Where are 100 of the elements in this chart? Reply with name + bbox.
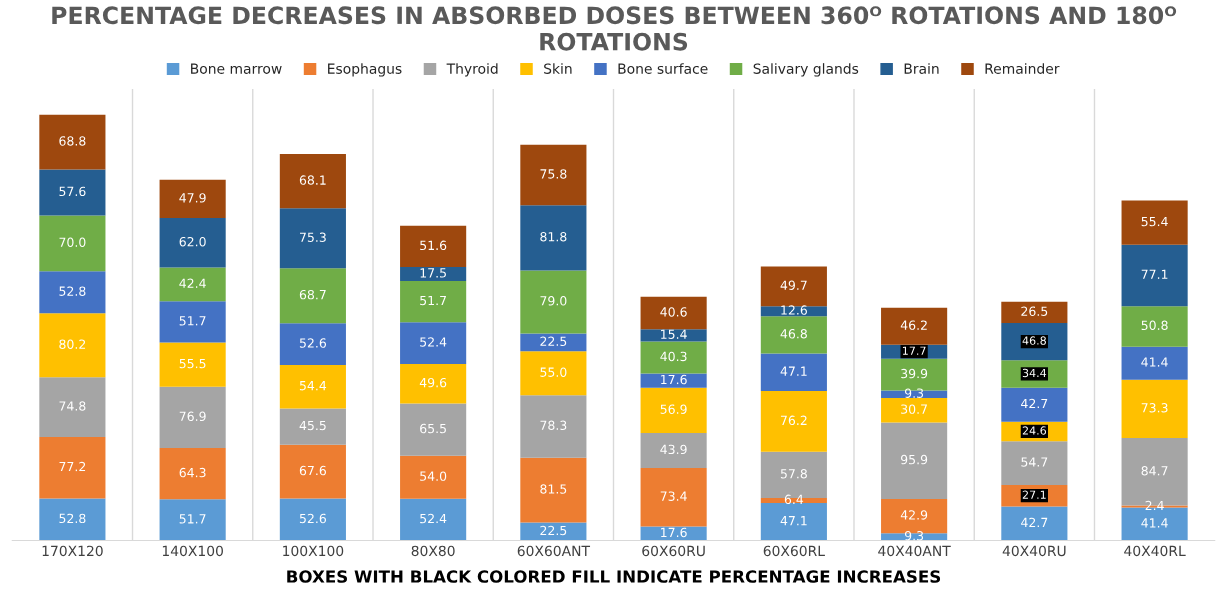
- bar: [39, 498, 106, 541]
- data-label: 81.8: [540, 232, 567, 242]
- data-label: 40.6: [660, 307, 687, 317]
- data-label: 54.7: [1021, 457, 1048, 467]
- bar: [39, 313, 106, 378]
- bar: [400, 403, 467, 456]
- bar: [1121, 379, 1188, 439]
- bar: [39, 436, 106, 499]
- data-label: 46.8: [780, 329, 807, 339]
- bar: [279, 408, 346, 445]
- data-label: 9.3: [904, 388, 924, 398]
- bar: [640, 387, 707, 433]
- data-label: 52.8: [59, 286, 86, 296]
- bar: [520, 351, 587, 396]
- x-tick-label: 60X60RU: [642, 545, 705, 557]
- bar: [760, 391, 827, 452]
- bar: [279, 444, 346, 499]
- data-label: 55.4: [1141, 216, 1168, 227]
- x-tick-label: 40X40RU: [1002, 545, 1066, 557]
- bar: [1001, 506, 1068, 541]
- legend-label: Remainder: [985, 63, 1060, 74]
- bar: [520, 457, 587, 523]
- data-label: 49.6: [419, 377, 447, 388]
- data-label: 26.5: [1021, 306, 1048, 316]
- data-label: 80.2: [59, 339, 86, 349]
- bar: [400, 225, 467, 268]
- bar: [39, 271, 106, 314]
- bar: [400, 363, 467, 404]
- data-label: 73.3: [1141, 403, 1168, 413]
- data-label: 65.5: [420, 423, 446, 434]
- x-tick-label: 80X80: [411, 545, 455, 557]
- data-label: 50.8: [1141, 320, 1168, 331]
- data-label: 78.3: [540, 420, 567, 431]
- bar: [279, 208, 346, 269]
- data-label: 52.4: [420, 337, 447, 347]
- annotation: 27.1: [1022, 490, 1046, 499]
- legend-label: Esophagus: [328, 63, 402, 77]
- data-label: 47.1: [780, 366, 807, 376]
- data-label: 79.0: [540, 296, 567, 306]
- bar: [1121, 244, 1188, 307]
- bar: [1001, 301, 1068, 323]
- bar: [640, 373, 707, 388]
- bar: [760, 266, 827, 307]
- bar: [1121, 306, 1188, 347]
- x-tick-label: 140X100: [162, 545, 223, 557]
- data-label: 54.4: [299, 381, 327, 391]
- data-label: 49.7: [780, 280, 807, 290]
- legend-label: Brain: [904, 63, 939, 74]
- data-label: 42.7: [1021, 517, 1048, 527]
- bar: [39, 215, 106, 272]
- data-label: 68.7: [299, 289, 326, 300]
- bar: [159, 179, 226, 219]
- data-label: 39.9: [901, 368, 928, 379]
- data-label: 75.8: [540, 169, 567, 179]
- data-label: 41.4: [1141, 518, 1168, 528]
- data-label: 17.6: [661, 374, 687, 385]
- data-label: 42.9: [900, 510, 928, 520]
- legend-label: Bone marrow: [191, 63, 282, 74]
- data-label: 56.9: [660, 404, 687, 414]
- bar: [159, 342, 226, 387]
- bar: [520, 395, 587, 458]
- data-label: 43.9: [660, 444, 687, 455]
- x-tick-label: 40X40ANT: [878, 545, 951, 557]
- bar: [159, 267, 226, 302]
- bar: [520, 205, 587, 271]
- bar: [279, 498, 346, 541]
- bar: [279, 268, 346, 324]
- bar: [1121, 346, 1188, 380]
- data-label: 51.6: [420, 240, 447, 251]
- bar: [640, 296, 707, 330]
- data-label: 75.3: [299, 232, 326, 242]
- bar: [881, 307, 948, 345]
- bar: [520, 270, 587, 334]
- bar: [159, 499, 226, 541]
- bar: [400, 322, 467, 364]
- data-label: 30.7: [901, 404, 927, 414]
- data-label: 9.3: [904, 531, 924, 541]
- x-axis-title: BOXES WITH BLACK COLORED FILL INDICATE PERCENTAGE INCREASES: [287, 570, 941, 583]
- data-label: 77.2: [59, 461, 86, 472]
- data-label: 81.5: [540, 484, 567, 494]
- data-label: 42.4: [179, 278, 206, 288]
- legend-label: Bone surface: [618, 63, 708, 74]
- bar: [159, 301, 226, 343]
- x-tick-label: 170X120: [42, 545, 103, 557]
- bar: [39, 377, 106, 437]
- bar: [279, 365, 346, 409]
- annotation: 46.8: [1022, 336, 1046, 345]
- bar: [520, 144, 587, 206]
- data-label: 52.8: [59, 513, 86, 524]
- data-label: 76.2: [780, 415, 807, 426]
- data-label: 51.7: [179, 514, 206, 524]
- x-tick-label: 40X40RL: [1124, 545, 1186, 557]
- data-label: 42.7: [1021, 398, 1048, 409]
- chart-title: PERCENTAGE DECREASES IN ABSORBED DOSES BETWEEN 360ᴼ ROTATIONS AND 180ᴼ ROTATIONS: [52, 6, 1177, 51]
- data-label: 45.5: [299, 420, 326, 431]
- data-label: 77.1: [1141, 269, 1168, 279]
- data-label: 17.6: [661, 527, 687, 538]
- x-tick-label: 100X100: [283, 545, 344, 557]
- bar: [279, 154, 346, 209]
- bar: [159, 448, 226, 500]
